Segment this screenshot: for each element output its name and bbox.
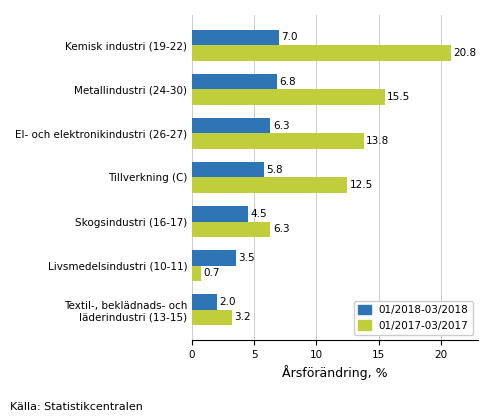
Text: 5.8: 5.8 [267, 165, 283, 175]
Text: 6.3: 6.3 [273, 121, 289, 131]
Text: 6.3: 6.3 [273, 224, 289, 234]
Bar [192, 250, 236, 266]
Text: 3.5: 3.5 [238, 253, 254, 263]
Text: 6.8: 6.8 [279, 77, 296, 87]
Bar [192, 74, 277, 89]
Bar [192, 45, 451, 61]
Text: 2.0: 2.0 [219, 297, 236, 307]
Bar [192, 89, 385, 105]
Bar [192, 118, 270, 134]
X-axis label: Årsförändring, %: Årsförändring, % [282, 365, 388, 380]
Text: 12.5: 12.5 [350, 180, 373, 190]
Bar [192, 134, 364, 149]
Text: 4.5: 4.5 [250, 209, 267, 219]
Bar [192, 294, 217, 310]
Bar [192, 206, 248, 222]
Bar [192, 266, 201, 281]
Bar [192, 162, 264, 178]
Text: Källa: Statistikcentralen: Källa: Statistikcentralen [10, 402, 143, 412]
Text: 7.0: 7.0 [282, 32, 298, 42]
Text: 13.8: 13.8 [366, 136, 389, 146]
Text: 3.2: 3.2 [234, 312, 251, 322]
Bar [192, 310, 232, 325]
Text: 20.8: 20.8 [453, 48, 476, 58]
Bar [192, 178, 348, 193]
Legend: 01/2018-03/2018, 01/2017-03/2017: 01/2018-03/2018, 01/2017-03/2017 [354, 301, 473, 335]
Text: 0.7: 0.7 [203, 268, 220, 278]
Text: 15.5: 15.5 [387, 92, 411, 102]
Bar [192, 222, 270, 237]
Bar [192, 30, 279, 45]
